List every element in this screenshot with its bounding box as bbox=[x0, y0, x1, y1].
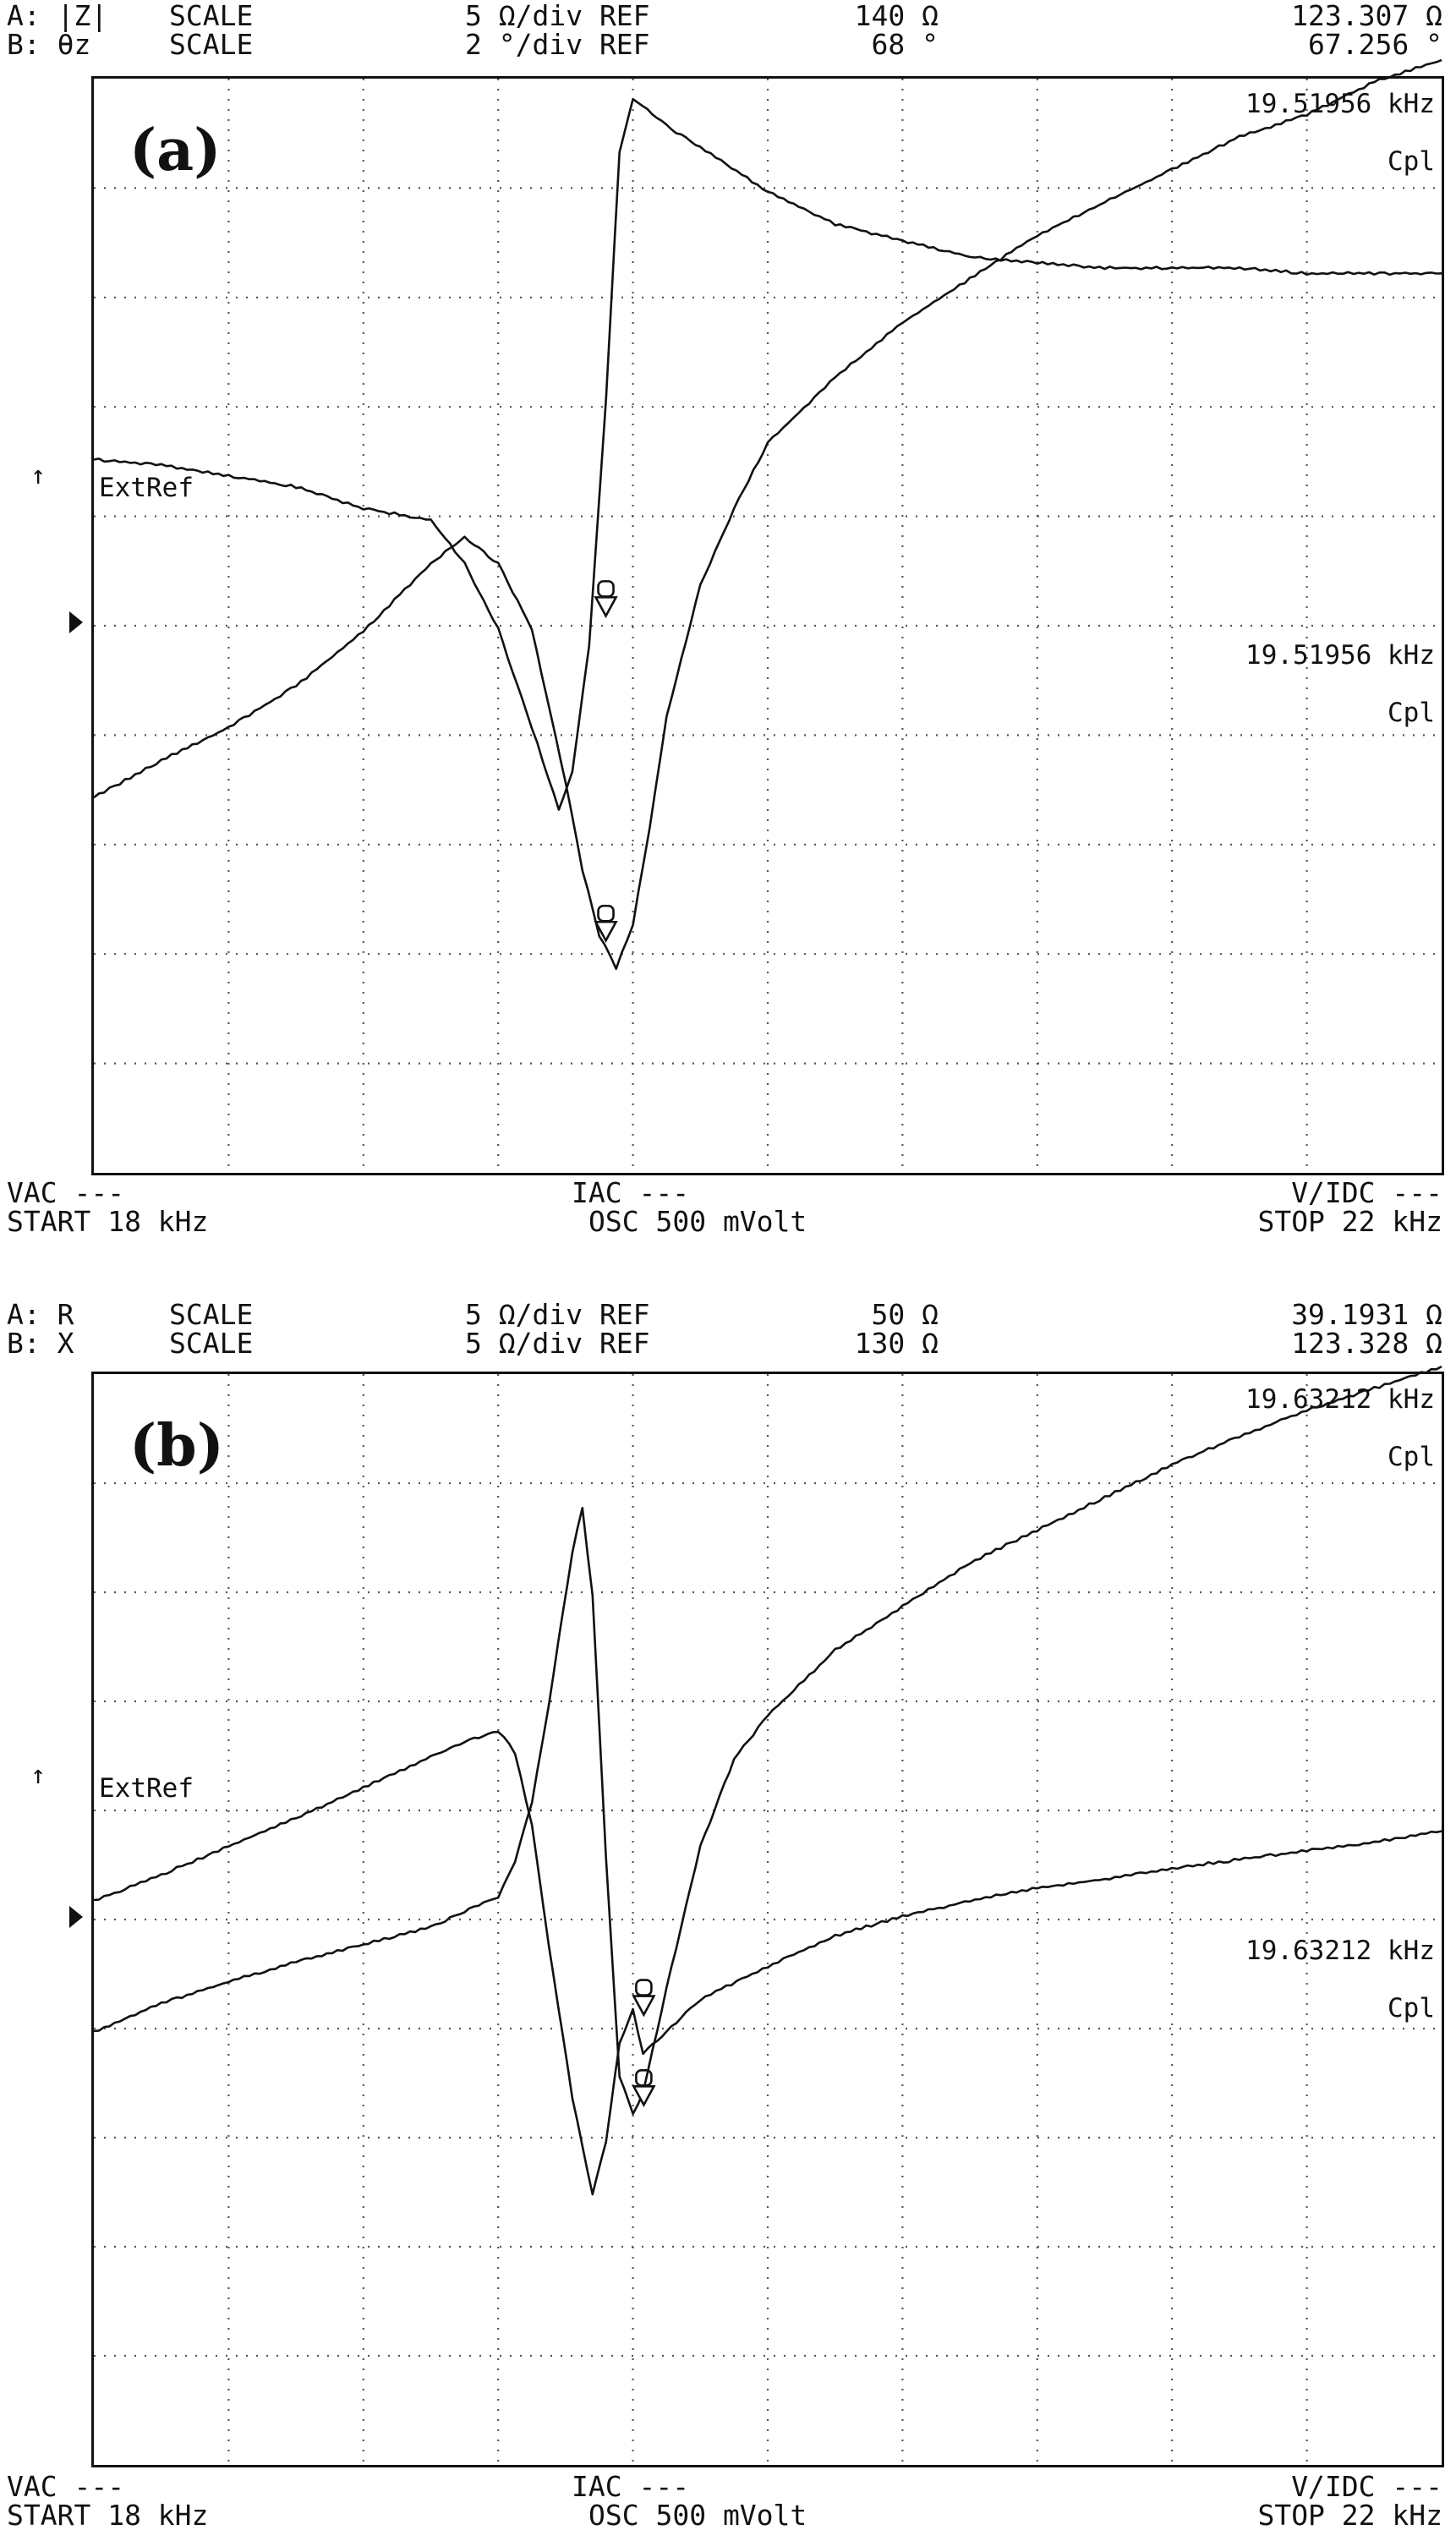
marker-b bbox=[594, 580, 618, 619]
marker-a-frequency: 19.63212 kHz bbox=[1245, 1384, 1435, 1415]
marker-triangle-icon bbox=[594, 596, 618, 619]
trace-plot-b bbox=[93, 1365, 1442, 2465]
header-b-scale-label: SCALE bbox=[169, 1327, 254, 1360]
header-a-value: 39.1931 Ω bbox=[1291, 1298, 1442, 1331]
header-a-scale-label: SCALE bbox=[169, 1298, 254, 1331]
footer-vidc: V/IDC --- bbox=[1291, 1176, 1442, 1209]
panel-label-b: (b) bbox=[129, 1412, 224, 1480]
footer-start: START 18 kHz bbox=[7, 1205, 209, 1238]
header-a-ref: 140 Ω bbox=[854, 0, 939, 32]
trace-x bbox=[93, 1730, 1442, 2196]
footer-vac: VAC --- bbox=[7, 2470, 125, 2503]
header-b-trace-label: B: X bbox=[7, 1327, 74, 1360]
marker-b-mode: Cpl bbox=[1388, 698, 1435, 728]
footer-osc: OSC 500 mVolt bbox=[588, 1205, 807, 1238]
footer-iac: IAC --- bbox=[572, 2470, 690, 2503]
reference-line-marker-icon bbox=[69, 1906, 83, 1928]
marker-b-mode: Cpl bbox=[1388, 1993, 1435, 2023]
marker-b bbox=[632, 1979, 656, 2018]
extref-label: ExtRef bbox=[99, 473, 194, 503]
header-a-trace-label: A: |Z| bbox=[7, 0, 108, 32]
header-a-value: 123.307 Ω bbox=[1291, 0, 1442, 32]
trace-z bbox=[93, 58, 1442, 970]
footer-start: START 18 kHz bbox=[7, 2499, 209, 2532]
panel-a: A: |Z| SCALE 5 Ω/div REF 140 Ω 123.307 Ω… bbox=[0, 0, 1456, 1243]
plot-area-b: (b) 19.63212 kHz Cpl 19.63212 kHz Cpl Ex… bbox=[91, 1365, 1444, 2467]
marker-triangle-icon bbox=[632, 1995, 656, 2018]
up-arrow-icon: ↑ bbox=[30, 461, 47, 490]
header-a-trace-label: A: R bbox=[7, 1298, 74, 1331]
marker-a bbox=[594, 904, 618, 943]
panel-label-a: (a) bbox=[129, 117, 222, 184]
header-b-value: 123.328 Ω bbox=[1291, 1327, 1442, 1360]
header-a-scale-div: 5 Ω/div REF bbox=[465, 0, 650, 32]
marker-box-icon bbox=[597, 580, 615, 598]
trace-plot-a bbox=[93, 58, 1442, 1173]
marker-a-mode: Cpl bbox=[1388, 146, 1435, 177]
header-a-ref: 50 Ω bbox=[871, 1298, 939, 1331]
marker-box-icon bbox=[635, 1979, 653, 1996]
header-b-ref: 130 Ω bbox=[854, 1327, 939, 1360]
header-a-scale-div: 5 Ω/div REF bbox=[465, 1298, 650, 1331]
marker-a-frequency: 19.51956 kHz bbox=[1245, 89, 1435, 119]
header-b-value: 67.256 ° bbox=[1308, 28, 1442, 61]
marker-triangle-icon bbox=[632, 2084, 656, 2108]
graticule bbox=[94, 79, 1442, 1173]
marker-b-frequency: 19.51956 kHz bbox=[1245, 640, 1435, 671]
header-b-scale-div: 2 °/div REF bbox=[465, 28, 650, 61]
trace-r bbox=[93, 1365, 1442, 2116]
header-b-ref: 68 ° bbox=[871, 28, 939, 61]
trace-z bbox=[93, 97, 1442, 811]
plot-area-a: (a) 19.51956 kHz Cpl 19.51956 kHz Cpl Ex… bbox=[91, 58, 1444, 1175]
header-b-trace-label: B: θz bbox=[7, 28, 91, 61]
panel-b: A: R SCALE 5 Ω/div REF 50 Ω 39.1931 Ω B:… bbox=[0, 1294, 1456, 2537]
footer-stop: STOP 22 kHz bbox=[1257, 1205, 1442, 1238]
header-a-scale-label: SCALE bbox=[169, 0, 254, 32]
reference-line-marker-icon bbox=[69, 611, 83, 633]
marker-a bbox=[632, 2068, 656, 2108]
footer-stop: STOP 22 kHz bbox=[1257, 2499, 1442, 2532]
marker-triangle-icon bbox=[594, 920, 618, 943]
extref-label: ExtRef bbox=[99, 1773, 194, 1804]
footer-osc: OSC 500 mVolt bbox=[588, 2499, 807, 2532]
footer-vidc: V/IDC --- bbox=[1291, 2470, 1442, 2503]
marker-box-icon bbox=[635, 2068, 653, 2087]
graticule bbox=[94, 1374, 1442, 2465]
marker-box-icon bbox=[597, 904, 615, 923]
footer-vac: VAC --- bbox=[7, 1176, 125, 1209]
header-b-scale-div: 5 Ω/div REF bbox=[465, 1327, 650, 1360]
marker-a-mode: Cpl bbox=[1388, 1442, 1435, 1472]
footer-iac: IAC --- bbox=[572, 1176, 690, 1209]
marker-b-frequency: 19.63212 kHz bbox=[1245, 1936, 1435, 1966]
header-b-scale-label: SCALE bbox=[169, 28, 254, 61]
up-arrow-icon: ↑ bbox=[30, 1761, 47, 1790]
